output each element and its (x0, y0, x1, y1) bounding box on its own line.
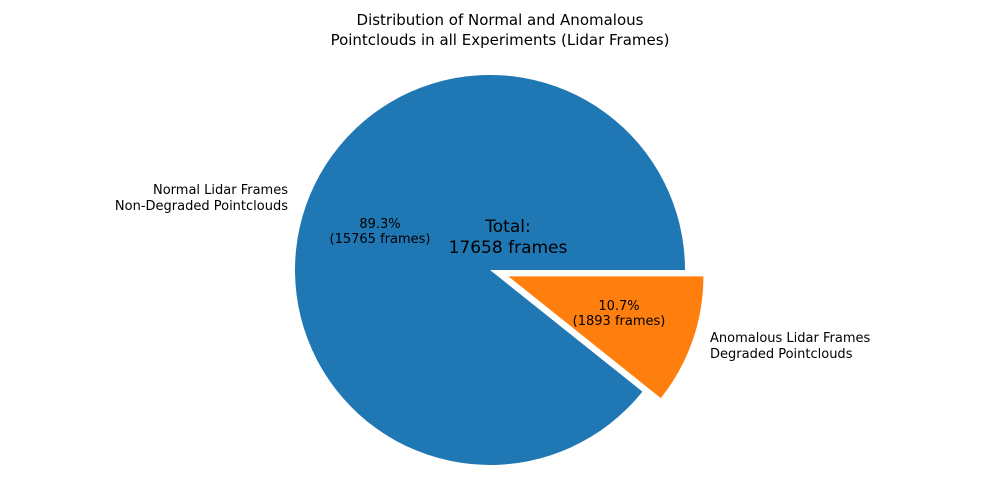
slice-label-anomalous: Anomalous Lidar Frames Degraded Pointclo… (710, 331, 871, 362)
chart-title: Distribution of Normal and Anomalous Poi… (330, 11, 670, 49)
pie-slice-anomalous (508, 276, 704, 399)
slice-label-normal: Normal Lidar Frames Non-Degraded Pointcl… (114, 183, 288, 214)
total-annotation: Total: 17658 frames (448, 217, 568, 258)
pie-slice-normal (295, 74, 685, 465)
slice-pct-anomalous: 10.7% (1893 frames) (572, 299, 666, 329)
slice-pct-normal: 89.3% (15765 frames) (329, 217, 431, 247)
